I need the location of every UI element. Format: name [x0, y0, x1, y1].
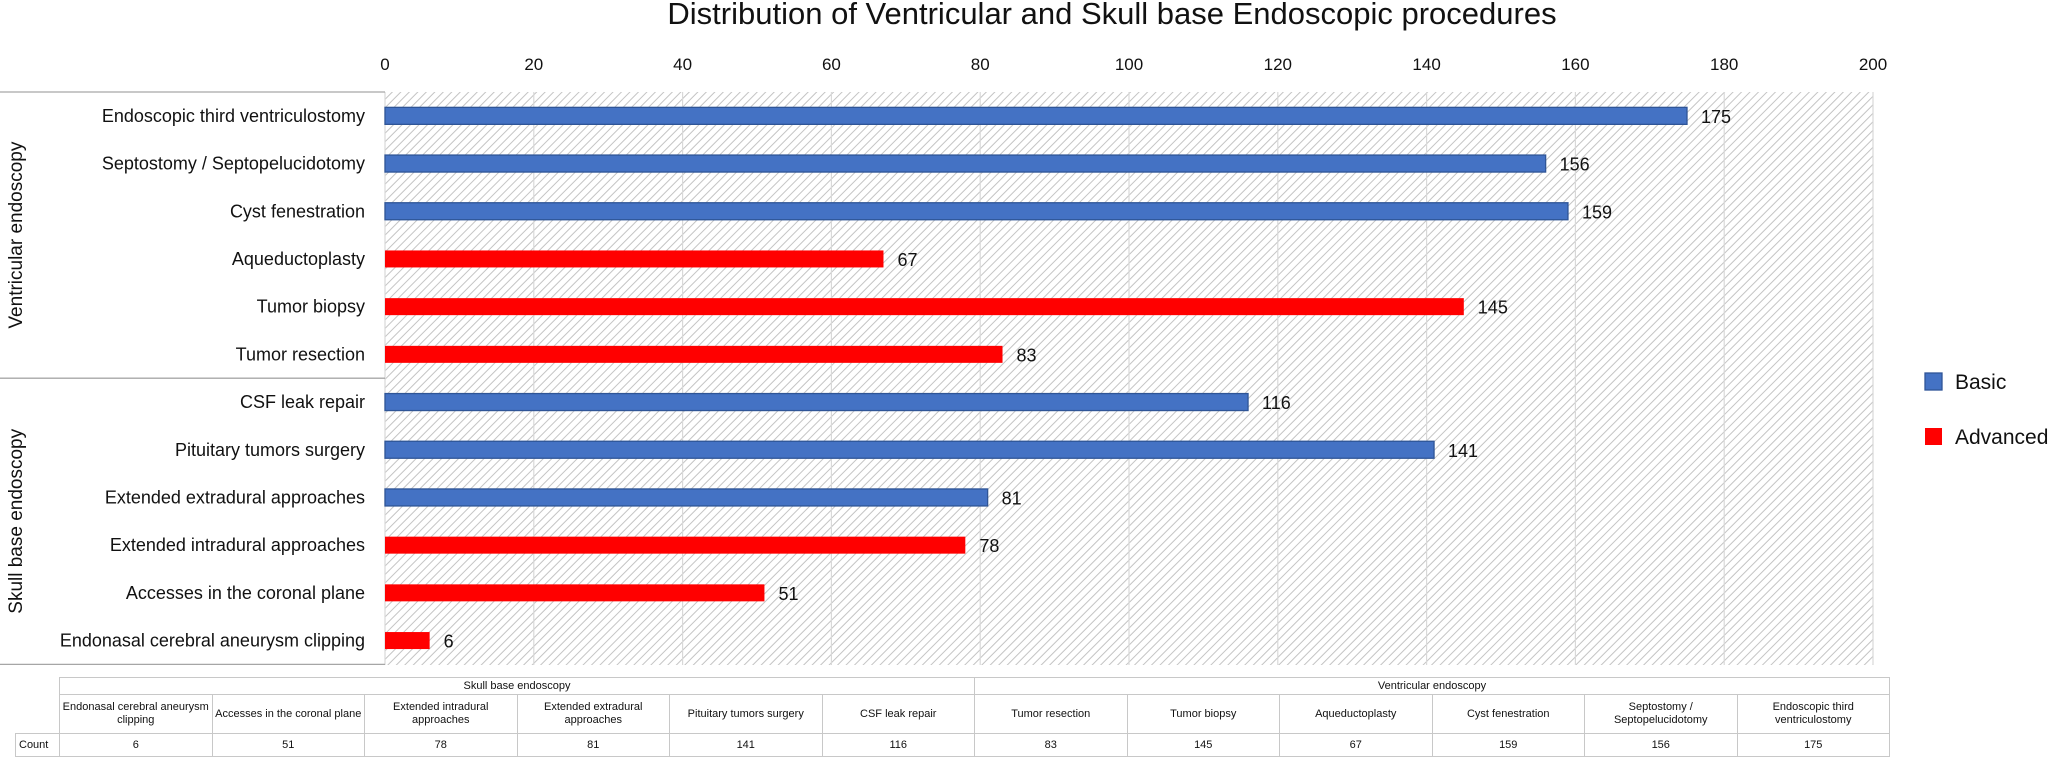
chart-title: Distribution of Ventricular and Skull ba… — [667, 0, 1556, 31]
data-table: Skull base endoscopy Ventricular endoscop… — [15, 677, 1890, 757]
category-label: Tumor resection — [236, 344, 365, 364]
x-tick-label: 80 — [971, 55, 990, 74]
category-label: Tumor biopsy — [257, 297, 365, 317]
table-cell: 116 — [821, 733, 975, 757]
data-label: 67 — [897, 250, 917, 270]
table-cell: 156 — [1584, 733, 1738, 757]
table-cell: 51 — [211, 733, 365, 757]
group-label: Skull base endoscopy — [6, 428, 27, 613]
table-cell: 83 — [974, 733, 1128, 757]
x-tick-label: 40 — [673, 55, 692, 74]
table-cell: 159 — [1431, 733, 1585, 757]
table-cell: 78 — [364, 733, 518, 757]
bar — [385, 584, 765, 602]
table-column-header: Tumor biopsy — [1126, 694, 1280, 734]
bar — [385, 250, 884, 268]
table-column-header: Accesses in the coronal plane — [211, 694, 365, 734]
category-label: Endoscopic third ventriculostomy — [102, 106, 365, 126]
table-column-header: Extended intradural approaches — [364, 694, 518, 734]
category-label: Pituitary tumors surgery — [175, 440, 365, 460]
table-column-header: CSF leak repair — [821, 694, 975, 734]
table-cell: 141 — [669, 733, 823, 757]
data-label: 83 — [1017, 345, 1037, 365]
x-tick-label: 120 — [1264, 55, 1292, 74]
group-label: Ventricular endoscopy — [6, 141, 27, 328]
data-label: 156 — [1560, 155, 1590, 175]
x-tick-label: 20 — [524, 55, 543, 74]
table-corner — [16, 678, 60, 695]
table-column-header: Cyst fenestration — [1431, 694, 1585, 734]
category-label: Aqueductoplasty — [232, 249, 365, 269]
legend-label: Advanced — [1955, 426, 2048, 449]
x-tick-label: 60 — [822, 55, 841, 74]
bar — [385, 536, 966, 554]
category-label: Endonasal cerebral aneurysm clipping — [60, 631, 365, 651]
table-cell: 145 — [1126, 733, 1280, 757]
data-label: 51 — [778, 584, 798, 604]
data-label: 141 — [1448, 441, 1478, 461]
table-cell: 81 — [516, 733, 670, 757]
category-label: Extended intradural approaches — [110, 535, 365, 555]
legend-swatch — [1924, 372, 1943, 391]
bar — [385, 345, 1003, 363]
table-corner — [16, 695, 60, 734]
table-cell: 6 — [59, 733, 213, 757]
table-column-header: Aqueductoplasty — [1279, 694, 1433, 734]
data-label: 78 — [979, 536, 999, 556]
bar — [384, 154, 1547, 173]
bar — [385, 632, 430, 650]
table-row-label: Count — [15, 733, 60, 757]
bar — [384, 392, 1249, 412]
bar — [384, 202, 1569, 221]
x-tick-label: 180 — [1710, 55, 1738, 74]
data-label: 159 — [1582, 202, 1612, 222]
bar — [384, 488, 989, 507]
x-tick-label: 140 — [1412, 55, 1440, 74]
table-column-header: Tumor resection — [974, 694, 1128, 734]
table-cell: 67 — [1279, 733, 1433, 757]
data-label: 145 — [1478, 298, 1508, 318]
table-column-header: Pituitary tumors surgery — [669, 694, 823, 734]
x-tick-label: 160 — [1561, 55, 1589, 74]
legend-label: Basic — [1955, 371, 2006, 394]
table-column-header: Endonasal cerebral aneurysm clipping — [59, 694, 213, 734]
table-cell: 175 — [1736, 733, 1890, 757]
table-column-header: Extended extradural approaches — [516, 694, 670, 734]
category-label: Septostomy / Septopelucidotomy — [102, 154, 365, 174]
table-group-header: Ventricular endoscopy — [974, 677, 1890, 695]
category-label: Cyst fenestration — [230, 201, 365, 221]
x-tick-label: 100 — [1115, 55, 1143, 74]
table-group-header: Skull base endoscopy — [59, 677, 975, 695]
data-label: 81 — [1002, 488, 1022, 508]
category-label: Accesses in the coronal plane — [126, 583, 365, 603]
bar — [385, 298, 1464, 316]
category-label: CSF leak repair — [240, 392, 365, 412]
x-tick-label: 200 — [1859, 55, 1887, 74]
data-label: 175 — [1701, 107, 1731, 127]
legend-swatch — [1925, 428, 1942, 445]
category-label: Extended extradural approaches — [105, 487, 365, 507]
x-tick-label: 0 — [380, 55, 389, 74]
bar — [384, 440, 1435, 459]
table-column-header: Septostomy / Septopelucidotomy — [1584, 694, 1738, 734]
data-label: 116 — [1262, 393, 1291, 413]
data-label: 6 — [444, 632, 454, 652]
bar — [384, 106, 1688, 125]
table-column-header: Endoscopic third ventriculostomy — [1736, 694, 1890, 734]
